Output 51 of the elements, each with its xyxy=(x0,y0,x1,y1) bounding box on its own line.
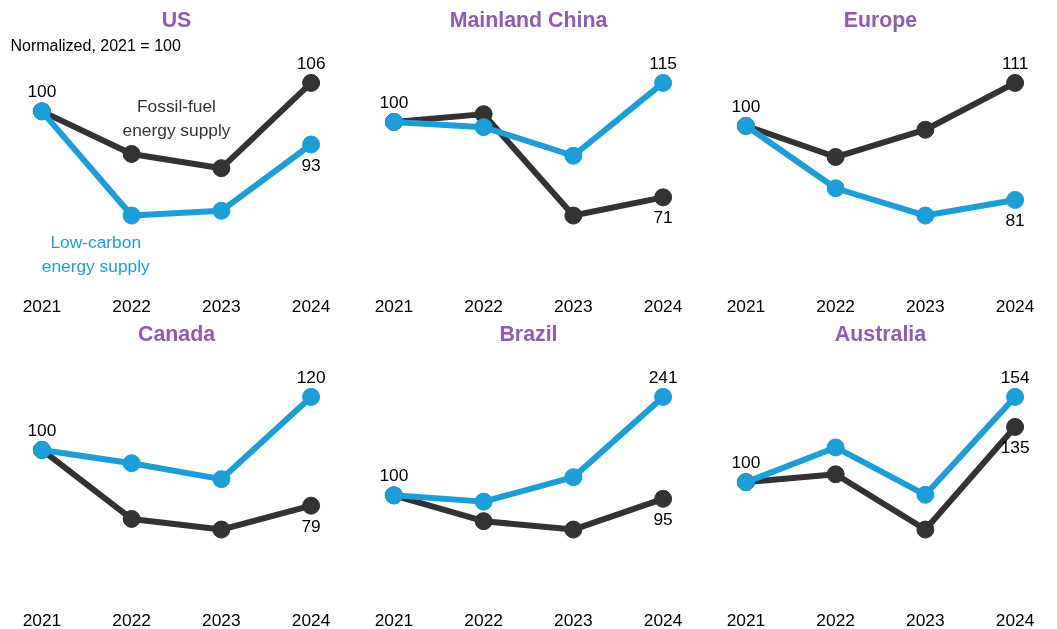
x-tick-label: 2024 xyxy=(291,295,331,316)
chart-title: US xyxy=(161,7,192,32)
chart-title: Europe xyxy=(843,7,918,32)
x-tick-label: 2022 xyxy=(464,295,503,316)
x-tick-label: 2021 xyxy=(22,609,62,629)
data-label: 81 xyxy=(1005,209,1025,230)
x-tick-label: 2024 xyxy=(291,609,331,629)
x-tick-label: 2023 xyxy=(554,609,593,629)
x-tick-label: 2024 xyxy=(995,609,1035,629)
series-label: Fossil-fuel energy supply xyxy=(122,95,231,140)
chart-title: Brazil xyxy=(499,321,558,346)
data-label: 93 xyxy=(301,154,321,175)
data-label: 71 xyxy=(653,207,673,228)
data-label: 79 xyxy=(301,515,321,536)
chart-title: Australia xyxy=(834,321,927,346)
data-label: 95 xyxy=(653,508,673,529)
data-label: 120 xyxy=(296,366,326,387)
data-label: 115 xyxy=(649,52,677,73)
x-tick-label: 2021 xyxy=(726,295,766,316)
x-tick-label: 2024 xyxy=(643,295,683,316)
x-tick-label: 2022 xyxy=(464,609,503,629)
x-tick-label: 2023 xyxy=(554,295,593,316)
data-label: 154 xyxy=(1000,366,1030,387)
x-tick-label: 2022 xyxy=(816,609,855,629)
data-label: 100 xyxy=(731,95,761,116)
x-tick-label: 2021 xyxy=(374,609,414,629)
x-tick-label: 2023 xyxy=(202,295,241,316)
x-tick-label: 2024 xyxy=(643,609,683,629)
data-label: 100 xyxy=(379,465,409,486)
data-label: 111 xyxy=(1001,52,1029,73)
x-tick-label: 2023 xyxy=(906,609,945,629)
x-tick-label: 2021 xyxy=(726,609,766,629)
data-label: 100 xyxy=(27,81,57,102)
x-tick-label: 2021 xyxy=(374,295,414,316)
x-tick-label: 2022 xyxy=(112,295,151,316)
data-label: 135 xyxy=(1000,436,1030,457)
x-tick-label: 2021 xyxy=(22,295,62,316)
data-label: 100 xyxy=(27,419,57,440)
data-label: 100 xyxy=(731,452,761,473)
chart-title: Mainland China xyxy=(449,7,608,32)
data-label: 241 xyxy=(648,366,678,387)
text: Normalized, 2021 = 100 xyxy=(10,36,181,54)
chart-title: Canada xyxy=(137,321,216,346)
x-tick-label: 2022 xyxy=(112,609,151,629)
data-label: 100 xyxy=(379,91,409,112)
x-tick-label: 2023 xyxy=(202,609,241,629)
x-tick-label: 2023 xyxy=(906,295,945,316)
data-label: 106 xyxy=(296,52,326,73)
x-tick-label: 2024 xyxy=(995,295,1035,316)
x-tick-label: 2022 xyxy=(816,295,855,316)
series-label: Low-carbon energy supply xyxy=(41,231,151,276)
